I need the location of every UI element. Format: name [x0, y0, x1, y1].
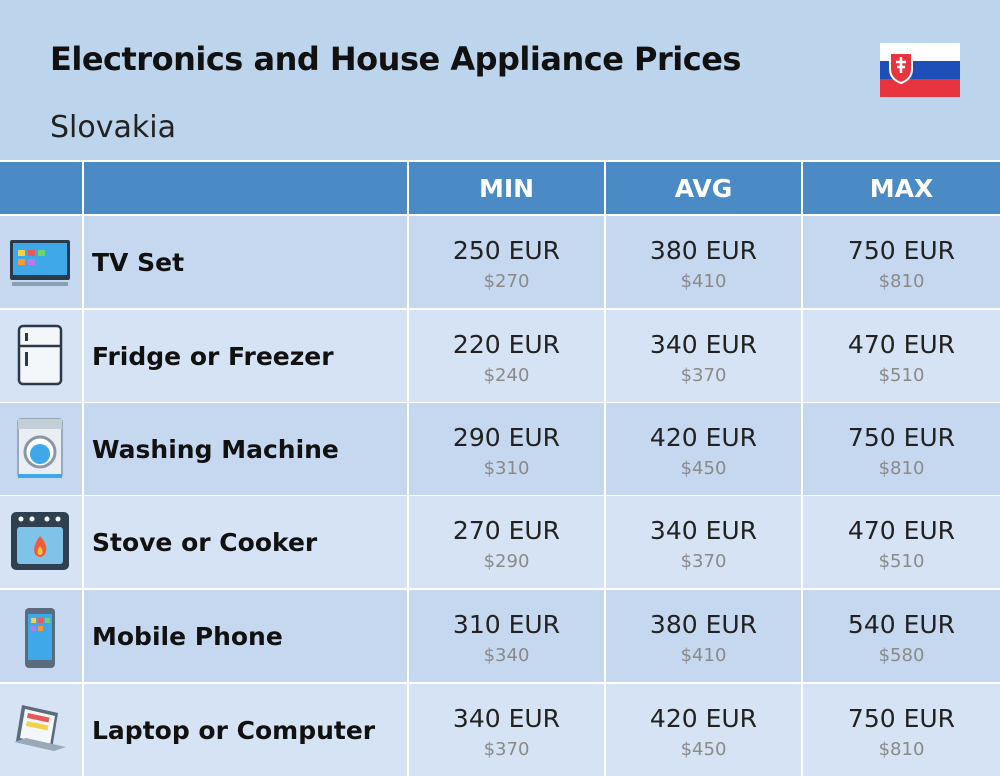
- row-name: Stove or Cooker: [84, 496, 407, 588]
- price-cell: 380 EUR $410: [606, 590, 801, 682]
- usd-price: $290: [483, 551, 530, 572]
- local-price: 380 EUR: [649, 236, 758, 265]
- price-cell: 750 EUR $810: [803, 403, 1000, 495]
- row-name: Laptop or Computer: [84, 684, 407, 776]
- usd-price: $810: [878, 458, 925, 479]
- usd-price: $810: [878, 271, 925, 292]
- usd-price: $370: [680, 365, 727, 386]
- price-cell: 340 EUR $370: [409, 684, 604, 776]
- usd-price: $370: [483, 739, 530, 760]
- icon-cell: [0, 403, 82, 495]
- price-cell: 290 EUR $310: [409, 403, 604, 495]
- local-price: 470 EUR: [847, 516, 956, 545]
- price-cell: 380 EUR $410: [606, 216, 801, 308]
- price-cell: 470 EUR $510: [803, 310, 1000, 402]
- price-cell: 540 EUR $580: [803, 590, 1000, 682]
- column-header: MAX: [803, 162, 1000, 214]
- local-price: 420 EUR: [649, 704, 758, 733]
- price-cell: 340 EUR $370: [606, 496, 801, 588]
- usd-price: $270: [483, 271, 530, 292]
- price-cell: 470 EUR $510: [803, 496, 1000, 588]
- price-cell: 750 EUR $810: [803, 684, 1000, 776]
- price-cell: 250 EUR $270: [409, 216, 604, 308]
- usd-price: $450: [680, 458, 727, 479]
- header-cell: [84, 162, 407, 214]
- local-price: 290 EUR: [452, 423, 561, 452]
- local-price: 250 EUR: [452, 236, 561, 265]
- usd-price: $410: [680, 645, 727, 666]
- usd-price: $580: [878, 645, 925, 666]
- usd-price: $410: [680, 271, 727, 292]
- usd-price: $510: [878, 551, 925, 572]
- usd-price: $810: [878, 739, 925, 760]
- local-price: 380 EUR: [649, 610, 758, 639]
- price-cell: 270 EUR $290: [409, 496, 604, 588]
- icon-cell: [0, 496, 82, 588]
- local-price: 220 EUR: [452, 330, 561, 359]
- local-price: 340 EUR: [452, 704, 561, 733]
- price-cell: 220 EUR $240: [409, 310, 604, 402]
- local-price: 340 EUR: [649, 330, 758, 359]
- local-price: 750 EUR: [847, 236, 956, 265]
- usd-price: $450: [680, 739, 727, 760]
- local-price: 750 EUR: [847, 423, 956, 452]
- header: Electronics and House Appliance Prices S…: [0, 0, 1000, 160]
- usd-price: $340: [483, 645, 530, 666]
- price-cell: 420 EUR $450: [606, 684, 801, 776]
- usd-price: $510: [878, 365, 925, 386]
- local-price: 420 EUR: [649, 423, 758, 452]
- icon-cell: [0, 216, 82, 308]
- row-name: TV Set: [84, 216, 407, 308]
- row-name: Mobile Phone: [84, 590, 407, 682]
- icon-cell: [0, 684, 82, 776]
- price-cell: 750 EUR $810: [803, 216, 1000, 308]
- local-price: 310 EUR: [452, 610, 561, 639]
- usd-price: $370: [680, 551, 727, 572]
- usd-price: $240: [483, 365, 530, 386]
- column-header: MIN: [409, 162, 604, 214]
- price-cell: 420 EUR $450: [606, 403, 801, 495]
- icon-cell: [0, 590, 82, 682]
- local-price: 470 EUR: [847, 330, 956, 359]
- row-name: Washing Machine: [84, 403, 407, 495]
- header-cell: [0, 162, 82, 214]
- local-price: 270 EUR: [452, 516, 561, 545]
- usd-price: $310: [483, 458, 530, 479]
- local-price: 340 EUR: [649, 516, 758, 545]
- price-cell: 310 EUR $340: [409, 590, 604, 682]
- column-header: AVG: [606, 162, 801, 214]
- local-price: 540 EUR: [847, 610, 956, 639]
- price-cell: 340 EUR $370: [606, 310, 801, 402]
- local-price: 750 EUR: [847, 704, 956, 733]
- icon-cell: [0, 310, 82, 402]
- title: Electronics and House Appliance Prices: [50, 40, 741, 78]
- flag: [880, 43, 960, 97]
- row-name: Fridge or Freezer: [84, 310, 407, 402]
- subtitle: Slovakia: [50, 110, 176, 145]
